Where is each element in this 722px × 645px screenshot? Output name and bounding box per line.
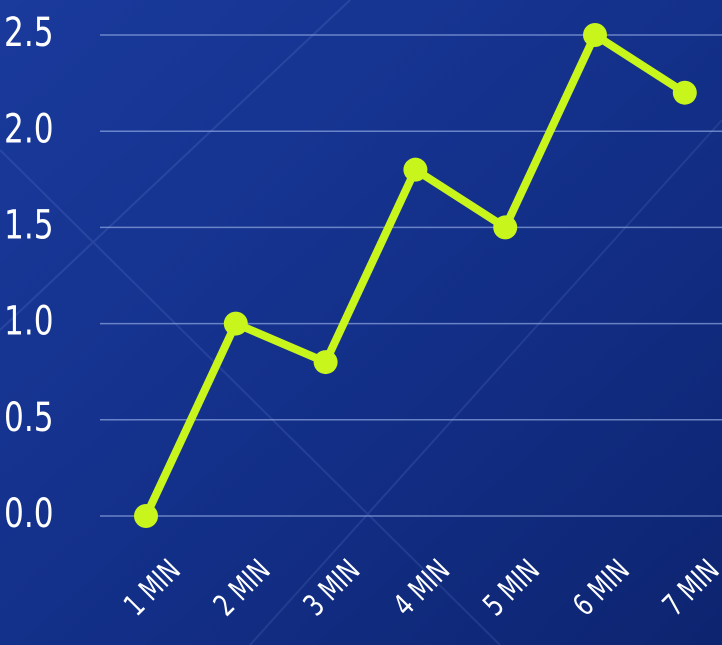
y-tick-label: 0.5 <box>4 395 54 441</box>
y-tick-label: 1.5 <box>4 203 54 249</box>
y-tick-label: 0.0 <box>4 491 54 537</box>
y-tick-label: 1.0 <box>4 299 54 345</box>
point <box>223 311 248 336</box>
point <box>134 504 158 528</box>
point <box>493 215 518 240</box>
point <box>583 23 607 47</box>
point <box>672 80 697 105</box>
point <box>313 350 338 375</box>
y-tick-label: 2.0 <box>4 107 54 153</box>
point <box>403 157 428 182</box>
y-tick-label: 2.5 <box>4 10 54 56</box>
